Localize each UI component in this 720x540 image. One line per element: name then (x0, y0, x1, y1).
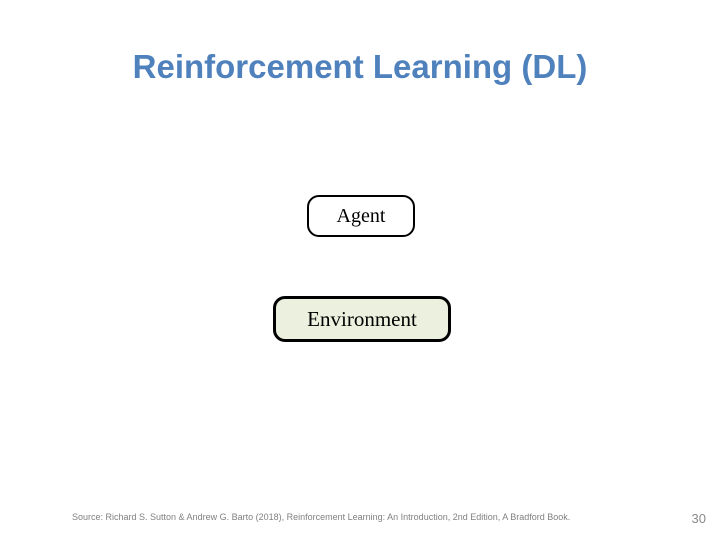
node-agent-label: Agent (337, 205, 386, 228)
source-citation: Source: Richard S. Sutton & Andrew G. Ba… (72, 512, 570, 522)
slide-title: Reinforcement Learning (DL) (0, 48, 720, 86)
node-environment-label: Environment (307, 307, 417, 332)
node-environment: Environment (273, 296, 451, 342)
node-agent: Agent (307, 195, 415, 237)
page-number: 30 (692, 511, 706, 526)
